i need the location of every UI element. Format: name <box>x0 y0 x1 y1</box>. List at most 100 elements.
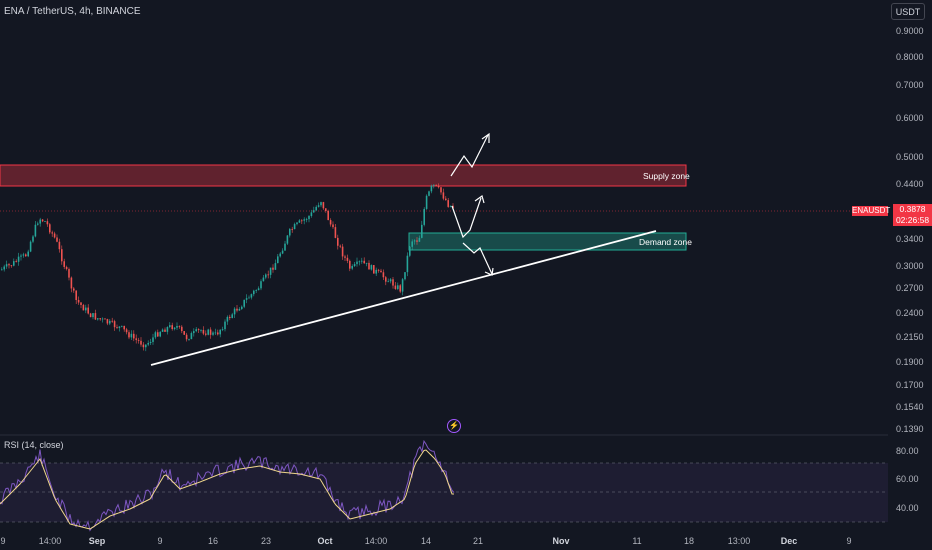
candle-body <box>229 316 231 319</box>
candle-body <box>245 298 248 300</box>
supply-zone[interactable] <box>0 164 687 187</box>
candle-body <box>25 254 27 257</box>
price-label: 0.7000 <box>896 80 924 90</box>
candle-body <box>65 266 68 270</box>
candle-body <box>310 212 313 217</box>
date-label: Dec <box>780 536 798 546</box>
date-label: 9 <box>846 536 852 546</box>
candle-body <box>169 325 171 328</box>
candle-body <box>385 277 387 282</box>
candle-body <box>274 263 277 270</box>
date-label: 9 <box>157 536 163 546</box>
candle-body <box>133 333 135 339</box>
supply-zone-label: Supply zone <box>643 171 690 181</box>
trendline[interactable] <box>150 230 657 366</box>
candle-body <box>241 306 243 309</box>
candle-body <box>442 192 445 199</box>
candle-body <box>341 246 344 257</box>
rsi-title[interactable]: RSI (14, close) <box>4 440 64 450</box>
candle-body <box>257 288 260 291</box>
candle-body <box>56 237 58 242</box>
candle-body <box>46 221 49 225</box>
candle-body <box>411 241 413 247</box>
candle-body <box>173 327 176 330</box>
lightning-icon[interactable]: ⚡ <box>447 419 461 433</box>
candle-body <box>15 261 17 262</box>
candle-body <box>322 202 325 209</box>
candle-body <box>137 339 140 341</box>
candle-body <box>437 185 440 188</box>
rsi-label-80: 80.00 <box>896 446 919 456</box>
candle-body <box>399 285 401 292</box>
candle-body <box>337 237 339 246</box>
candle-body <box>339 245 341 247</box>
candle-body <box>401 279 404 292</box>
candle-body <box>68 269 70 278</box>
candle-body <box>188 339 190 340</box>
chart-canvas[interactable] <box>0 0 888 532</box>
candle-body <box>166 327 169 332</box>
bar-countdown: 02:26:58 <box>895 215 930 225</box>
last-price-box: 0.3878 02:26:58 <box>893 204 932 226</box>
candle-body <box>113 321 116 328</box>
candle-body <box>104 318 106 320</box>
candle-body <box>226 316 229 322</box>
rsi-label-40: 40.00 <box>896 503 919 513</box>
candle-body <box>13 261 15 266</box>
candle-body <box>375 269 377 274</box>
date-axis[interactable]: 9 14:00 Sep 9 16 23 Oct 14:00 14 21 Nov 11 18 13:00 De… <box>0 532 888 550</box>
price-scale[interactable]: 0.9000 0.8000 0.7000 0.6000 0.5000 0.4400 0.34… <box>888 0 932 530</box>
candle-body <box>416 240 418 242</box>
candle-body <box>250 294 253 298</box>
date-label: 14:00 <box>364 536 388 546</box>
candle-body <box>152 337 154 342</box>
candle-body <box>269 267 272 275</box>
candle-body <box>164 329 166 332</box>
candle-body <box>377 269 380 271</box>
candle-body <box>447 200 449 207</box>
candle-body <box>248 297 250 299</box>
candle-body <box>197 329 200 331</box>
symbol-title[interactable]: ENA / TetherUS, 4h, BINANCE <box>4 6 141 17</box>
candle-body <box>77 299 80 303</box>
candle-body <box>253 290 255 295</box>
candle-body <box>195 329 197 332</box>
candle-body <box>3 266 5 270</box>
candle-body <box>332 224 334 228</box>
candle-body <box>99 318 101 320</box>
candle-body <box>351 266 353 269</box>
candle-body <box>430 185 433 192</box>
price-label: 0.3000 <box>896 261 924 271</box>
candle-body <box>291 229 293 230</box>
candle-body <box>202 330 205 334</box>
candle-body <box>418 237 421 242</box>
demand-zone[interactable] <box>408 232 687 251</box>
candle-body <box>121 325 123 327</box>
date-label: 11 <box>632 536 642 546</box>
candle-body <box>368 262 370 270</box>
date-label: Sep <box>88 536 106 546</box>
candle-body <box>85 307 87 311</box>
candle-body <box>183 331 185 335</box>
currency-button[interactable]: USDT <box>891 3 925 20</box>
candle-body <box>406 255 409 273</box>
price-label: 0.2400 <box>896 308 924 318</box>
price-label: 0.2700 <box>896 283 924 293</box>
projection-arrows[interactable] <box>450 132 494 276</box>
candle-body <box>5 264 8 267</box>
date-label: 13:00 <box>727 536 751 546</box>
candle-body <box>80 302 82 305</box>
candle-body <box>20 255 22 257</box>
candle-body <box>382 272 385 278</box>
candle-body <box>82 304 85 311</box>
candle-body <box>10 265 13 267</box>
candle-body <box>233 308 236 315</box>
candle-body <box>349 260 351 269</box>
candle-body <box>445 198 447 201</box>
candle-body <box>397 285 399 289</box>
candle-body <box>70 277 73 289</box>
candle-body <box>262 277 265 282</box>
candle-body <box>214 332 217 334</box>
candle-body <box>1 269 3 271</box>
candle-body <box>116 327 118 328</box>
